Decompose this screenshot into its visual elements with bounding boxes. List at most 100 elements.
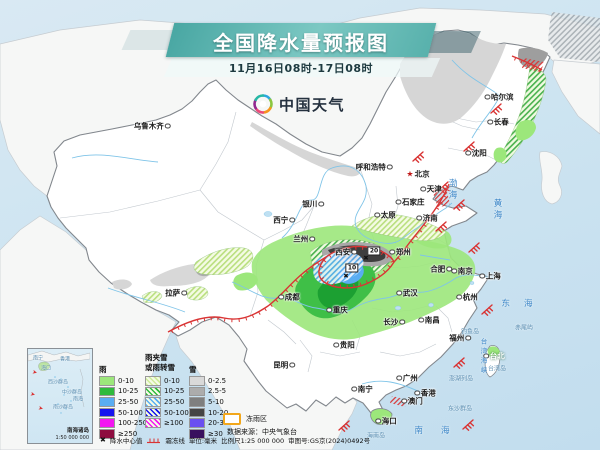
logo-swirl-icon bbox=[253, 94, 273, 114]
city-dot-icon bbox=[465, 150, 471, 156]
city-label: 武汉 bbox=[396, 288, 418, 299]
legend: 雨 0-10 10-25 25-50 50-100 100-250 ≥250 雨夹雪 或雨转雪… bbox=[99, 349, 370, 445]
island-label: 钓鱼岛 bbox=[460, 328, 480, 336]
legend-item-label: 100-250 bbox=[118, 419, 148, 428]
city-label: 杭州 bbox=[456, 292, 478, 303]
legend-item-label: 0-10 bbox=[164, 376, 180, 385]
legend-item: 0-10 bbox=[145, 376, 180, 386]
legend-item: 20-30 bbox=[189, 418, 228, 428]
frost-line-icon bbox=[147, 438, 161, 443]
frost-line bbox=[167, 55, 543, 334]
legend-freezing-rain: 冻雨区 bbox=[223, 413, 267, 425]
legend-item: 100-250 bbox=[99, 418, 147, 428]
legend-item-label: ≥30 bbox=[208, 429, 223, 438]
city-label: 澳门 bbox=[401, 396, 423, 407]
legend-item: 2.5-5 bbox=[189, 386, 226, 397]
island-label: 台湾岛 bbox=[487, 365, 507, 373]
city-dot-icon bbox=[395, 199, 401, 205]
inset-island-label: 西沙群岛 bbox=[47, 379, 69, 386]
inset-map bbox=[27, 350, 91, 414]
city-dot-icon bbox=[164, 123, 171, 129]
legend-item-label: 50-100 bbox=[118, 408, 143, 417]
city-dot-icon bbox=[456, 294, 462, 300]
inset-title: 南海诸岛 bbox=[66, 428, 89, 434]
city-dot-icon bbox=[326, 307, 332, 313]
sea-label: 南海 bbox=[414, 426, 468, 436]
city-label: 南昌 bbox=[418, 315, 440, 326]
sea-label: 东海 bbox=[501, 299, 547, 309]
city-label: 长沙 bbox=[383, 317, 405, 328]
rain-area-ne-patches bbox=[233, 120, 536, 291]
legend-item-label: ≥100 bbox=[164, 419, 184, 428]
city-label: 海口 bbox=[375, 416, 397, 427]
frost-line-ticks bbox=[318, 259, 391, 288]
legend-color-chip bbox=[99, 397, 115, 407]
city-label: 重庆 bbox=[326, 305, 348, 316]
city-dot-icon bbox=[483, 353, 489, 359]
legend-color-chip bbox=[99, 376, 115, 386]
city-label: 贵阳 bbox=[333, 340, 355, 351]
legend-item: 50-100 bbox=[145, 407, 189, 418]
island-label: 东沙群岛 bbox=[447, 405, 473, 413]
sea-label: 台湾海峡 bbox=[479, 338, 487, 376]
city-label: 昆明 bbox=[273, 360, 295, 371]
city-label: 郑州 bbox=[389, 247, 411, 258]
legend-color-chip bbox=[145, 386, 161, 397]
frost-line-ticks bbox=[171, 258, 326, 334]
city-dot-icon bbox=[396, 290, 402, 296]
legend-item-label: ≥250 bbox=[118, 429, 138, 438]
map-scale-label: 比例尺1:25 000 000 bbox=[221, 437, 285, 445]
no-data-hatch-region bbox=[548, 12, 600, 62]
legend-item: 5-10 bbox=[189, 397, 224, 407]
legend-item-label: 5-10 bbox=[208, 397, 224, 406]
legend-item: 0-2.5 bbox=[189, 376, 226, 386]
city-dot-icon bbox=[487, 119, 493, 125]
city-dot-icon bbox=[333, 342, 339, 348]
precip-center-mark-icon: ✖ bbox=[363, 254, 369, 262]
legend-item: 25-50 bbox=[99, 397, 138, 407]
city-label: 台北 bbox=[483, 351, 505, 362]
city-label: 呼和浩特 bbox=[356, 162, 393, 173]
legend-column-title: 雪 bbox=[189, 365, 197, 374]
sea-label: 渤海 bbox=[447, 178, 457, 202]
legend-color-chip bbox=[99, 418, 115, 428]
city-label: 香港 bbox=[414, 388, 436, 399]
sea-label: 黄海 bbox=[492, 198, 502, 222]
freezing-rain-label: 冻雨区 bbox=[246, 415, 267, 423]
legend-color-chip bbox=[145, 376, 161, 386]
city-dot-icon bbox=[318, 201, 324, 207]
legend-color-chip bbox=[145, 418, 161, 428]
red-arrow-icon: ➤ bbox=[29, 390, 36, 399]
city-dot-icon bbox=[465, 335, 471, 341]
legend-item-label: 10-25 bbox=[118, 387, 139, 396]
city-dot-icon bbox=[351, 386, 357, 392]
city-dot-icon bbox=[479, 273, 485, 279]
legend-item: 50-100 bbox=[99, 407, 143, 418]
city-label: 天津 bbox=[420, 184, 442, 195]
legend-notes-row: ✖ 降水中心值 霜冻线 单位:毫米 比例尺1:25 000 000 审图号:GS… bbox=[100, 435, 370, 445]
inset-scale: 1:50 000 000 bbox=[55, 435, 90, 441]
legend-item-label: 25-50 bbox=[118, 397, 139, 406]
precip-center-value: 20 bbox=[367, 246, 381, 256]
city-label: 上海 bbox=[479, 271, 501, 282]
unit-label: 单位:毫米 bbox=[188, 437, 218, 445]
island-label: 赤尾屿 bbox=[514, 324, 534, 332]
legend-color-chip bbox=[99, 429, 115, 439]
city-dot-icon bbox=[181, 290, 187, 296]
city-dot-icon bbox=[374, 212, 380, 218]
legend-item-label: 10-20 bbox=[208, 408, 229, 417]
city-label: 西安 bbox=[335, 247, 357, 258]
legend-color-chip bbox=[145, 407, 161, 418]
city-label: 石家庄 bbox=[395, 197, 425, 208]
red-arrow-icon: ➤ bbox=[31, 368, 38, 377]
city-label: 南宁 bbox=[351, 384, 373, 395]
city-label: 兰州 bbox=[293, 234, 315, 245]
precip-center-icon: ✖ bbox=[100, 436, 106, 444]
legend-column-title: 雨 bbox=[99, 365, 107, 374]
city-dot-icon bbox=[418, 317, 424, 323]
logo-text: 中国天气 bbox=[279, 95, 346, 114]
legend-item: 10-25 bbox=[99, 386, 139, 397]
city-dot-icon bbox=[351, 249, 357, 255]
